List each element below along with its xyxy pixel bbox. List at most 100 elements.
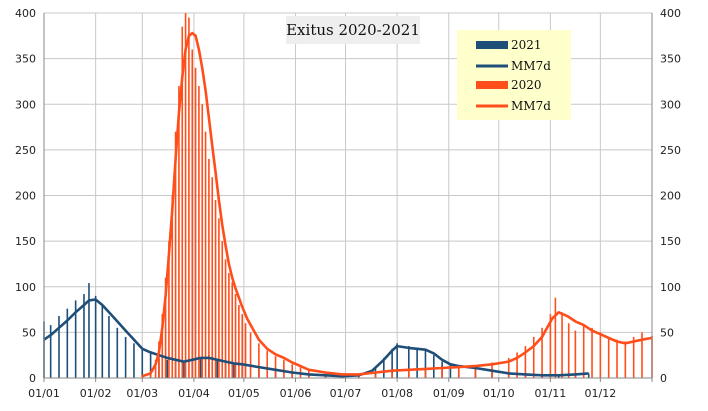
x-tick-label: 01/08 (381, 387, 413, 400)
bar-2020-2 (599, 332, 602, 378)
axes: 0 0 50 50 100 100 150 150 200 200 250 250 300 300 350 3… (15, 7, 681, 400)
x-tick-label: 01/07 (330, 387, 362, 400)
bar-2020-2 (554, 297, 557, 378)
bar-2020-2 (221, 241, 224, 378)
bar-2021-0 (88, 283, 90, 378)
legend-item-mm7d-2021: MM7d (476, 59, 551, 73)
bar-2020-2 (191, 49, 194, 378)
x-tick-label: 01/01 (28, 387, 60, 400)
bar-2020-2 (374, 374, 377, 378)
bar-2020-2 (218, 218, 220, 378)
bar-2020-2 (291, 364, 293, 378)
bar-2020-2 (184, 13, 187, 378)
bar-2020-2 (154, 359, 157, 378)
bar-2020-2 (567, 323, 570, 378)
bar-2021-0 (391, 348, 393, 378)
x-tick-label: 01/09 (433, 387, 465, 400)
y-tick-label-left: 400 (15, 7, 36, 20)
bar-2020-2 (358, 375, 360, 378)
bar-2020-2 (516, 352, 518, 378)
y-tick-label-right: 50 (660, 326, 674, 339)
legend-item-mm7d-2020: MM7d (476, 99, 551, 113)
bar-2020-2 (198, 86, 200, 378)
bar-2020-2 (507, 357, 510, 378)
line-mm7d-1 (43, 298, 589, 378)
bar-2020-2 (632, 336, 635, 378)
bar-2020-2 (607, 336, 610, 378)
bar-2020-2 (532, 336, 535, 378)
y-tick-label-left: 50 (22, 326, 36, 339)
bar-2020-2 (249, 332, 252, 378)
bar-2020-2 (574, 330, 577, 378)
bar-series-layer (43, 13, 653, 378)
bar-2020-2 (234, 294, 237, 378)
chart-title-box: Exitus 2020-2021 (286, 16, 420, 44)
bar-2021-0 (424, 350, 427, 378)
bar-2020-2 (181, 26, 184, 378)
y-tick-label-right: 400 (660, 7, 681, 20)
y-tick-label-right: 0 (660, 372, 667, 385)
y-tick-label-left: 300 (15, 98, 36, 111)
bar-2020-2 (208, 159, 210, 378)
line-mm7d-3 (141, 31, 653, 378)
bar-2020-2 (238, 305, 240, 378)
y-tick-label-left: 100 (15, 281, 36, 294)
bar-2021-0 (216, 359, 219, 378)
bar-2020-2 (283, 359, 285, 378)
y-tick-label-left: 150 (15, 235, 36, 248)
x-tick-label: 01/10 (483, 387, 515, 400)
bar-2020-2 (457, 366, 460, 378)
bar-2021-0 (141, 348, 144, 378)
bar-2021-0 (233, 364, 235, 378)
bar-2020-2 (214, 200, 217, 378)
legend-item-2021: 2021 (476, 38, 542, 52)
bar-2020-2 (258, 343, 260, 378)
bar-2020-2 (274, 356, 277, 378)
chart-title: Exitus 2020-2021 (286, 21, 420, 39)
bar-2020-2 (201, 104, 204, 378)
bar-2021-0 (116, 327, 119, 378)
bar-2021-0 (149, 352, 152, 378)
bar-2021-0 (74, 300, 77, 378)
y-tick-label-right: 300 (660, 98, 681, 111)
legend-label-2021: 2021 (511, 38, 542, 52)
bar-2020-2 (524, 346, 527, 378)
bar-2020-2 (161, 314, 164, 378)
legend-swatch-2021 (476, 41, 508, 49)
bar-2021-0 (66, 308, 69, 378)
y-tick-label-right: 200 (660, 190, 681, 203)
y-tick-label-right: 250 (660, 144, 681, 157)
bar-2021-0 (49, 325, 52, 378)
bar-2020-2 (141, 376, 144, 378)
bar-2020-2 (158, 341, 160, 378)
bar-2020-2 (188, 17, 190, 378)
y-tick-label-left: 0 (29, 372, 36, 385)
bar-2020-2 (194, 67, 197, 378)
bar-2020-2 (591, 327, 593, 378)
bar-2021-0 (124, 336, 127, 378)
bar-2021-0 (449, 365, 452, 378)
bar-2020-2 (549, 314, 552, 378)
bar-2020-2 (408, 370, 410, 378)
bar-2020-2 (204, 131, 207, 378)
x-tick-label: 01/04 (178, 387, 210, 400)
bar-2021-0 (432, 355, 435, 378)
bar-2020-2 (174, 131, 177, 378)
x-tick-label: 01/03 (126, 387, 158, 400)
bar-2020-2 (228, 273, 230, 378)
bar-2020-2 (582, 325, 585, 378)
bar-2020-2 (244, 323, 247, 378)
bar-2021-0 (408, 346, 410, 378)
bar-2020-2 (171, 195, 174, 378)
legend-swatch-2020 (476, 81, 508, 89)
legend-label-mm7d-2020: MM7d (511, 99, 551, 113)
bar-2020-2 (211, 177, 214, 378)
y-tick-label-left: 200 (15, 190, 36, 203)
bar-2020-2 (541, 327, 543, 378)
bar-2021-0 (133, 343, 135, 378)
bar-2021-0 (587, 373, 590, 378)
bar-2020-2 (616, 339, 618, 378)
grid-lines (43, 12, 652, 379)
x-tick-label: 01/12 (585, 387, 617, 400)
